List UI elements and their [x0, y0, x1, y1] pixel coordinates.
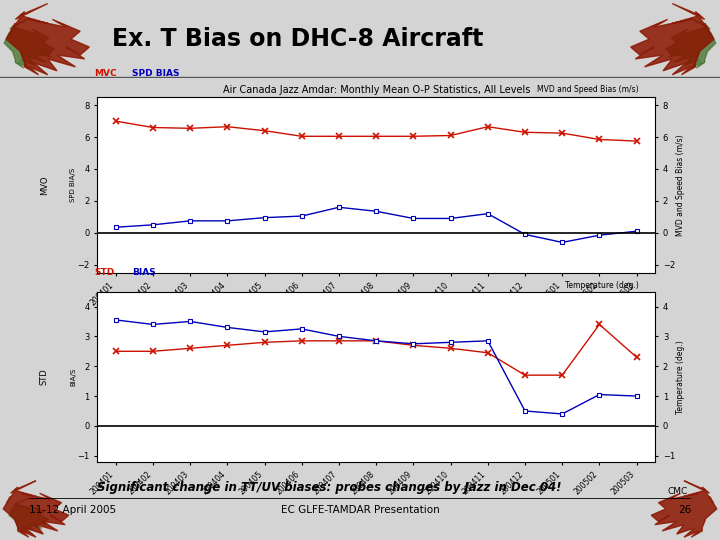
- Text: 11-12 April 2005: 11-12 April 2005: [29, 505, 116, 515]
- Text: EC GLFE-TAMDAR Presentation: EC GLFE-TAMDAR Presentation: [281, 505, 439, 515]
- Text: 26: 26: [678, 505, 691, 515]
- Y-axis label: BIA/S: BIA/S: [70, 368, 76, 386]
- Polygon shape: [6, 4, 89, 75]
- Text: MVO: MVO: [40, 175, 49, 195]
- Y-axis label: Temperature (deg.): Temperature (deg.): [677, 340, 685, 414]
- Title: Air Canada Jazz Amdar: Monthly Mean O-P Statistics, All Levels: Air Canada Jazz Amdar: Monthly Mean O-P …: [222, 85, 530, 95]
- Y-axis label: SPD BIA/S: SPD BIA/S: [70, 168, 76, 202]
- Text: Temperature (deg.): Temperature (deg.): [564, 281, 639, 291]
- Text: Significant change in TT/UV biases: probes changes by Jazz in Dec 04!: Significant change in TT/UV biases: prob…: [97, 481, 562, 494]
- Text: STD: STD: [40, 368, 49, 385]
- Text: MVC: MVC: [94, 69, 117, 78]
- Y-axis label: MVD and Speed Bias (m/s): MVD and Speed Bias (m/s): [677, 134, 685, 236]
- Polygon shape: [4, 481, 68, 537]
- Text: Ex. T Bias on DHC-8 Aircraft: Ex. T Bias on DHC-8 Aircraft: [112, 27, 483, 51]
- Text: SPD BIAS: SPD BIAS: [132, 69, 179, 78]
- Polygon shape: [4, 18, 54, 68]
- Polygon shape: [652, 481, 716, 537]
- Text: BIAS: BIAS: [132, 268, 156, 277]
- Polygon shape: [666, 18, 716, 68]
- Text: CMC: CMC: [667, 487, 688, 496]
- Text: MVD and Speed Bias (m/s): MVD and Speed Bias (m/s): [537, 85, 639, 94]
- Text: STD: STD: [94, 268, 114, 277]
- Polygon shape: [631, 4, 714, 75]
- Polygon shape: [9, 498, 48, 532]
